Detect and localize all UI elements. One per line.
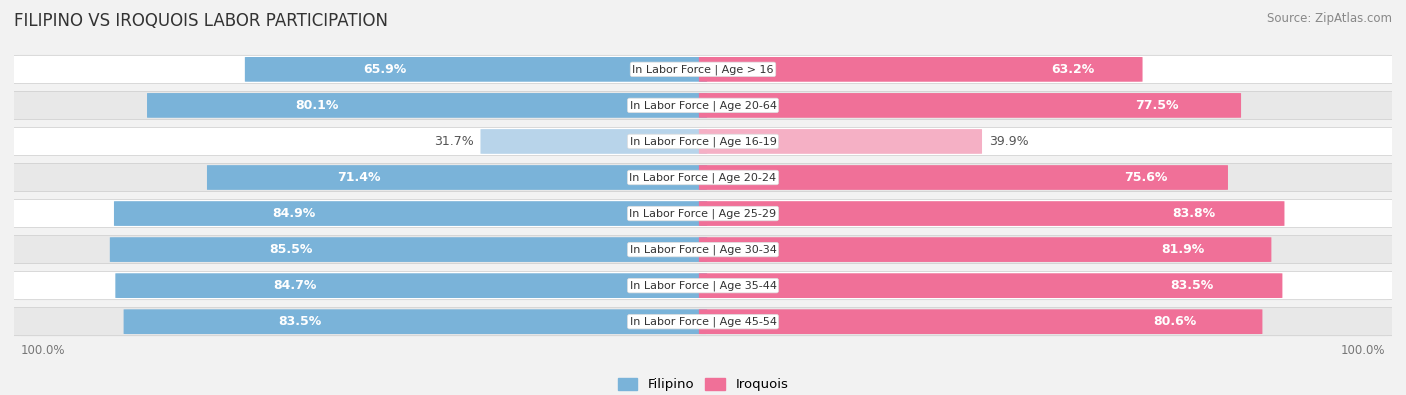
FancyBboxPatch shape — [481, 129, 707, 154]
FancyBboxPatch shape — [114, 201, 707, 226]
Text: 81.9%: 81.9% — [1161, 243, 1204, 256]
Text: 84.9%: 84.9% — [271, 207, 315, 220]
Text: 77.5%: 77.5% — [1135, 99, 1178, 112]
Text: In Labor Force | Age 16-19: In Labor Force | Age 16-19 — [630, 136, 776, 147]
FancyBboxPatch shape — [699, 57, 1143, 82]
FancyBboxPatch shape — [7, 91, 1399, 119]
Text: 100.0%: 100.0% — [1340, 344, 1385, 357]
Text: 85.5%: 85.5% — [269, 243, 312, 256]
FancyBboxPatch shape — [699, 93, 1241, 118]
Text: In Labor Force | Age > 16: In Labor Force | Age > 16 — [633, 64, 773, 75]
FancyBboxPatch shape — [115, 273, 707, 298]
Text: 71.4%: 71.4% — [337, 171, 381, 184]
Text: 31.7%: 31.7% — [434, 135, 474, 148]
FancyBboxPatch shape — [7, 164, 1399, 192]
Text: 39.9%: 39.9% — [988, 135, 1029, 148]
Text: 80.1%: 80.1% — [295, 99, 339, 112]
FancyBboxPatch shape — [110, 237, 707, 262]
Text: 83.8%: 83.8% — [1173, 207, 1215, 220]
Text: In Labor Force | Age 25-29: In Labor Force | Age 25-29 — [630, 208, 776, 219]
Text: 100.0%: 100.0% — [21, 344, 66, 357]
FancyBboxPatch shape — [7, 55, 1399, 83]
Text: In Labor Force | Age 30-34: In Labor Force | Age 30-34 — [630, 245, 776, 255]
FancyBboxPatch shape — [124, 309, 707, 334]
FancyBboxPatch shape — [699, 201, 1285, 226]
Text: In Labor Force | Age 20-64: In Labor Force | Age 20-64 — [630, 100, 776, 111]
Text: In Labor Force | Age 45-54: In Labor Force | Age 45-54 — [630, 316, 776, 327]
Text: In Labor Force | Age 20-24: In Labor Force | Age 20-24 — [630, 172, 776, 183]
Text: FILIPINO VS IROQUOIS LABOR PARTICIPATION: FILIPINO VS IROQUOIS LABOR PARTICIPATION — [14, 12, 388, 30]
FancyBboxPatch shape — [699, 165, 1227, 190]
FancyBboxPatch shape — [7, 199, 1399, 228]
FancyBboxPatch shape — [7, 235, 1399, 263]
FancyBboxPatch shape — [699, 309, 1263, 334]
Legend: Filipino, Iroquois: Filipino, Iroquois — [613, 372, 793, 395]
Text: 83.5%: 83.5% — [1170, 279, 1213, 292]
FancyBboxPatch shape — [207, 165, 707, 190]
Text: 65.9%: 65.9% — [364, 63, 406, 76]
FancyBboxPatch shape — [699, 237, 1271, 262]
FancyBboxPatch shape — [148, 93, 707, 118]
Text: 75.6%: 75.6% — [1123, 171, 1167, 184]
Text: 63.2%: 63.2% — [1052, 63, 1095, 76]
FancyBboxPatch shape — [7, 308, 1399, 336]
Text: 83.5%: 83.5% — [278, 315, 322, 328]
FancyBboxPatch shape — [699, 273, 1282, 298]
FancyBboxPatch shape — [699, 129, 981, 154]
FancyBboxPatch shape — [245, 57, 707, 82]
FancyBboxPatch shape — [7, 128, 1399, 156]
Text: 80.6%: 80.6% — [1153, 315, 1197, 328]
Text: 84.7%: 84.7% — [273, 279, 316, 292]
FancyBboxPatch shape — [7, 272, 1399, 300]
Text: Source: ZipAtlas.com: Source: ZipAtlas.com — [1267, 12, 1392, 25]
Text: In Labor Force | Age 35-44: In Labor Force | Age 35-44 — [630, 280, 776, 291]
